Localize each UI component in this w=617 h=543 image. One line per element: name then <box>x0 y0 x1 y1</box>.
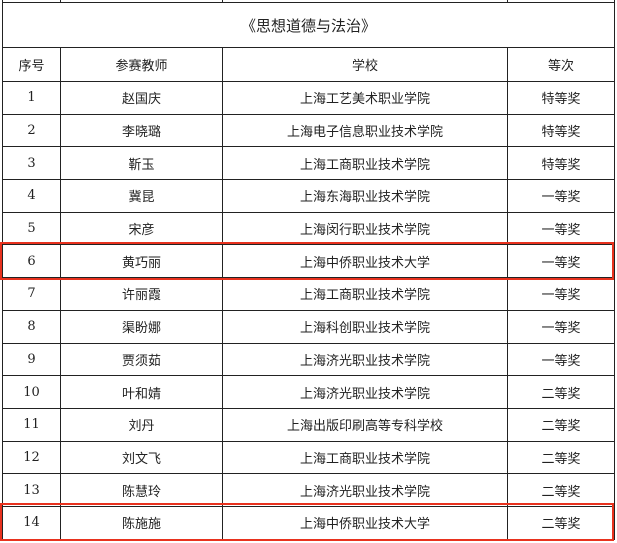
cell-no: 12 <box>2 440 61 475</box>
cell-school: 上海中侨职业技术大学 <box>222 244 508 279</box>
cell-school: 上海中侨职业技术大学 <box>222 505 508 540</box>
cell-teacher: 黄巧丽 <box>60 244 223 279</box>
cell-no: 6 <box>2 244 61 279</box>
cell-no: 2 <box>2 113 61 148</box>
cell-no: 14 <box>2 505 61 540</box>
table-row: 7 许丽霞 上海工商职业技术学院 一等奖 <box>2 277 615 311</box>
table-title: 《思想道德与法治》 <box>2 2 615 48</box>
cell-no: 5 <box>2 211 61 246</box>
cell-no: 9 <box>2 342 61 377</box>
cell-award: 一等奖 <box>507 309 615 344</box>
header-row: 序号 参赛教师 学校 等次 <box>2 47 615 82</box>
header-no: 序号 <box>2 47 61 82</box>
title-row: 《思想道德与法治》 <box>2 2 615 48</box>
cell-award: 二等奖 <box>507 375 615 409</box>
cell-school: 上海电子信息职业技术学院 <box>222 113 508 148</box>
cell-teacher: 陈施施 <box>60 505 223 540</box>
cell-award: 特等奖 <box>507 113 615 148</box>
table-row: 1 赵国庆 上海工艺美术职业学院 特等奖 <box>2 81 615 115</box>
cell-school: 上海工艺美术职业学院 <box>222 81 508 115</box>
cell-school: 上海科创职业技术学院 <box>222 309 508 344</box>
cell-school: 上海工商职业技术学院 <box>222 146 508 181</box>
cell-no: 3 <box>2 146 61 181</box>
cell-award: 二等奖 <box>507 407 615 442</box>
table-row: 14 陈施施 上海中侨职业技术大学 二等奖 <box>2 505 615 540</box>
cell-school: 上海闵行职业技术学院 <box>222 211 508 246</box>
cell-school: 上海济光职业技术学院 <box>222 375 508 409</box>
cell-teacher: 靳玉 <box>60 146 223 181</box>
cell-no: 11 <box>2 407 61 442</box>
cell-school: 上海东海职业技术学院 <box>222 179 508 213</box>
cell-award: 特等奖 <box>507 81 615 115</box>
cell-teacher: 李晓璐 <box>60 113 223 148</box>
table-row: 6 黄巧丽 上海中侨职业技术大学 一等奖 <box>2 244 615 279</box>
cell-school: 上海工商职业技术学院 <box>222 277 508 311</box>
table-row: 3 靳玉 上海工商职业技术学院 特等奖 <box>2 146 615 181</box>
cell-award: 特等奖 <box>507 146 615 181</box>
table-row: 8 渠盼娜 上海科创职业技术学院 一等奖 <box>2 309 615 344</box>
cell-school: 上海济光职业技术学院 <box>222 342 508 377</box>
cell-teacher: 冀昆 <box>60 179 223 213</box>
cell-school: 上海济光职业技术学院 <box>222 473 508 507</box>
cell-teacher: 刘文飞 <box>60 440 223 475</box>
cell-award: 一等奖 <box>507 277 615 311</box>
cell-award: 一等奖 <box>507 244 615 279</box>
table-row: 9 贾须茹 上海济光职业技术学院 一等奖 <box>2 342 615 377</box>
table-row: 11 刘丹 上海出版印刷高等专科学校 二等奖 <box>2 407 615 442</box>
cell-teacher: 贾须茹 <box>60 342 223 377</box>
cell-teacher: 宋彦 <box>60 211 223 246</box>
cell-award: 一等奖 <box>507 342 615 377</box>
cell-no: 1 <box>2 81 61 115</box>
cell-no: 7 <box>2 277 61 311</box>
cell-award: 二等奖 <box>507 473 615 507</box>
cell-award: 二等奖 <box>507 440 615 475</box>
cell-school: 上海工商职业技术学院 <box>222 440 508 475</box>
table-row: 13 陈慧玲 上海济光职业技术学院 二等奖 <box>2 473 615 507</box>
cell-award: 一等奖 <box>507 179 615 213</box>
cell-award: 二等奖 <box>507 505 615 540</box>
table-row: 5 宋彦 上海闵行职业技术学院 一等奖 <box>2 211 615 246</box>
table-row: 2 李晓璐 上海电子信息职业技术学院 特等奖 <box>2 113 615 148</box>
cell-teacher: 刘丹 <box>60 407 223 442</box>
cell-no: 10 <box>2 375 61 409</box>
table-row: 12 刘文飞 上海工商职业技术学院 二等奖 <box>2 440 615 475</box>
cell-award: 一等奖 <box>507 211 615 246</box>
cell-teacher: 渠盼娜 <box>60 309 223 344</box>
cell-no: 4 <box>2 179 61 213</box>
header-teacher: 参赛教师 <box>60 47 223 82</box>
cell-teacher: 许丽霞 <box>60 277 223 311</box>
cell-teacher: 叶和婧 <box>60 375 223 409</box>
table-row: 4 冀昆 上海东海职业技术学院 一等奖 <box>2 179 615 213</box>
header-award: 等次 <box>507 47 615 82</box>
cell-school: 上海出版印刷高等专科学校 <box>222 407 508 442</box>
cell-teacher: 陈慧玲 <box>60 473 223 507</box>
cell-no: 8 <box>2 309 61 344</box>
cell-teacher: 赵国庆 <box>60 81 223 115</box>
header-school: 学校 <box>222 47 508 82</box>
cell-no: 13 <box>2 473 61 507</box>
table-row: 10 叶和婧 上海济光职业技术学院 二等奖 <box>2 375 615 409</box>
